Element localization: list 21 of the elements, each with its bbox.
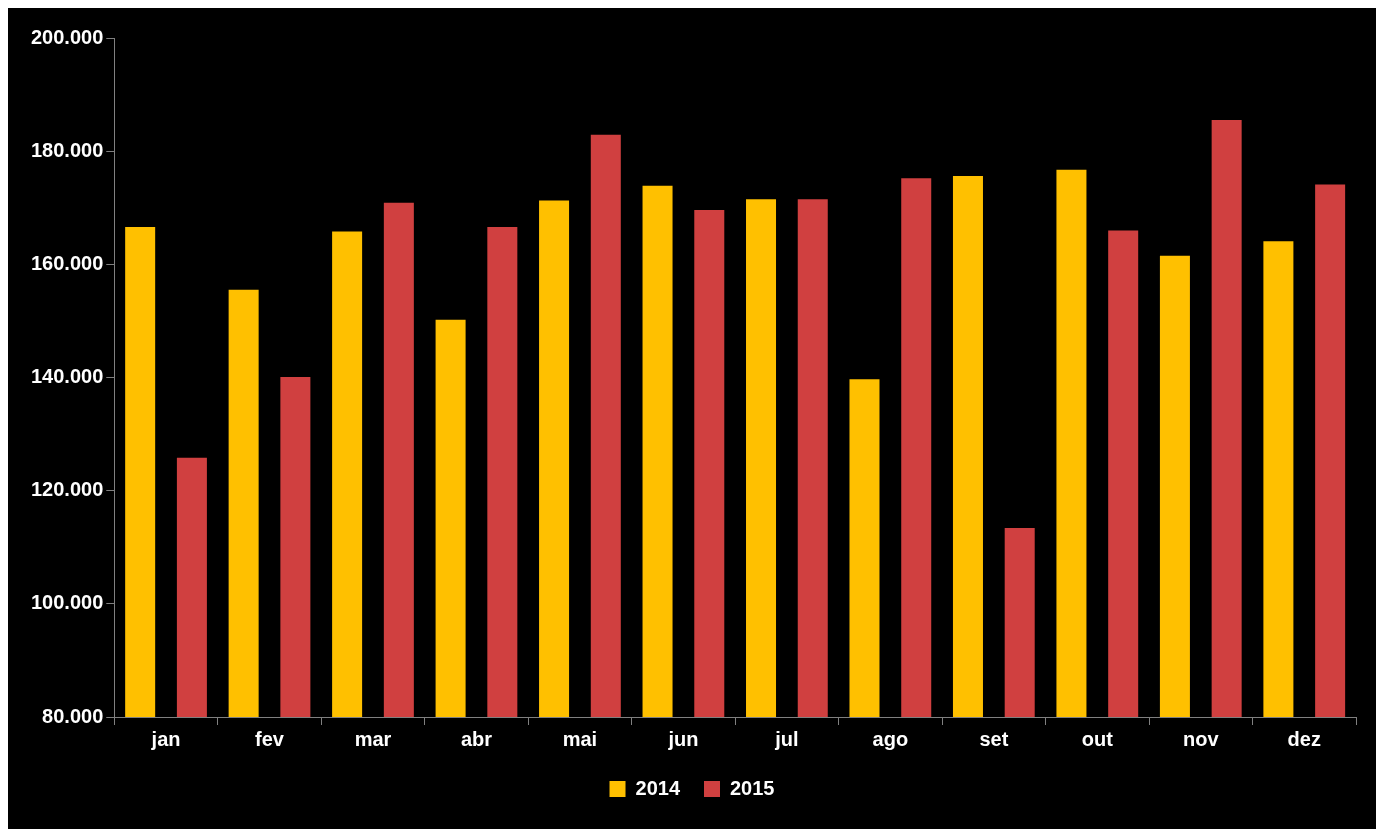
y-tick-label: 100.000 bbox=[31, 591, 104, 614]
x-tick-label: mar bbox=[354, 727, 392, 750]
y-tick-label: 140.000 bbox=[31, 365, 104, 388]
y-tick-label: 80.000 bbox=[42, 704, 104, 727]
x-tick-label: set bbox=[979, 727, 1009, 750]
x-tick-label: ago bbox=[872, 727, 909, 750]
y-tick-label: 120.000 bbox=[31, 478, 104, 501]
x-tick-label: jun bbox=[667, 727, 699, 750]
x-tick-label: dez bbox=[1287, 727, 1321, 750]
y-tick-label: 180.000 bbox=[31, 138, 104, 161]
x-tick-label: fev bbox=[255, 727, 285, 750]
x-tick-label: nov bbox=[1183, 727, 1220, 750]
x-tick-label: out bbox=[1081, 727, 1114, 750]
y-tick-label: 160.000 bbox=[31, 251, 104, 274]
legend-label: 2015 bbox=[730, 776, 775, 799]
x-tick-label: jul bbox=[774, 727, 799, 750]
x-tick-label: mai bbox=[562, 727, 598, 750]
legend-label: 2014 bbox=[635, 776, 681, 799]
y-tick-label: 200.000 bbox=[31, 25, 104, 48]
x-tick-label: abr bbox=[460, 727, 493, 750]
x-tick-label: jan bbox=[150, 727, 181, 750]
